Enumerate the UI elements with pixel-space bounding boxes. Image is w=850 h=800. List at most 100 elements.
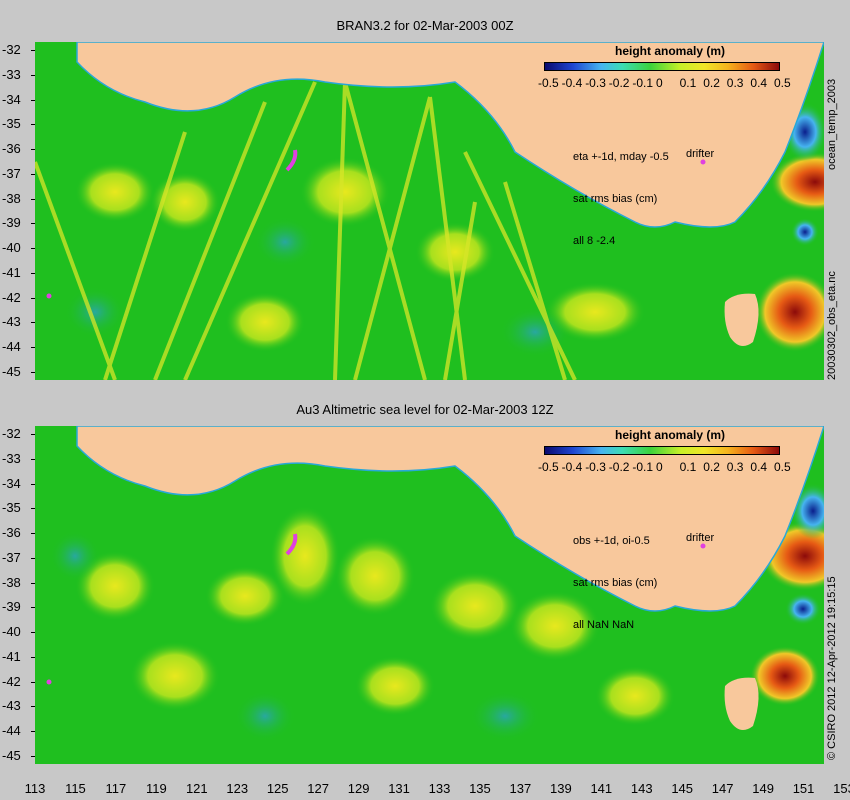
y-tick-label: -43 [2,698,21,714]
x-tick-label: 125 [266,781,289,796]
x-tick-label: 145 [671,781,694,796]
x-tick-label: 133 [428,781,451,796]
y-tick [31,99,35,101]
colorbar-tick-label: 0.3 [726,76,744,90]
y-tick [31,272,35,274]
panel1-info-line1: eta +-1d, mday -0.5 [573,151,669,163]
y-tick [31,372,35,373]
y-tick-label: -39 [2,599,21,615]
y-tick-label: -32 [2,42,21,57]
colorbar-tick-label: 0.1 [679,76,697,90]
y-tick-label: -42 [2,289,21,305]
x-tick-label: 137 [509,781,532,796]
y-tick [31,607,35,609]
panel2-info-line1: obs +-1d, oi-0.5 [573,535,650,547]
y-tick [31,533,35,535]
drifter-marker [46,293,52,299]
y-tick-label: -38 [2,190,21,206]
panel1-info-line2: sat rms bias (cm) [573,193,658,205]
y-tick [31,297,35,299]
y-tick [31,223,35,225]
panel2-title: Au3 Altimetric sea level for 02-Mar-2003… [296,402,554,417]
colorbar-tick-label: -0.3 [585,76,606,90]
anomaly-blobs [50,483,824,741]
drifter-track [285,533,298,556]
panel2-info: obs +-1d, oi-0.5 sat rms bias (cm) all N… [573,506,657,646]
y-tick-label: -35 [2,116,21,132]
colorbar-tick-label: 0.4 [750,460,768,474]
y-tick-label: -36 [2,141,21,157]
y-tick-label: -37 [2,549,21,565]
x-tick-label: 129 [347,781,370,796]
colorbar-tick-label: 0.3 [726,460,744,474]
y-tick-label: -43 [2,314,21,330]
colorbar-tick-label: -0.3 [585,460,606,474]
panel2-drifter-label: drifter [686,532,715,544]
x-tick-label: 149 [752,781,774,796]
satellite-tracks [35,81,577,380]
colorbar-tick-label: 0.5 [774,76,791,90]
y-tick [31,731,35,733]
y-tick-label: -40 [2,624,21,640]
panel2-colorbar [544,446,780,455]
y-tick [31,50,35,51]
x-tick-label: 139 [549,781,572,796]
land-tasmania [724,293,759,346]
y-tick-label: -45 [2,748,21,763]
x-tick-label: 113 [24,781,46,796]
y-tick [31,582,35,584]
y-tick-label: -34 [2,91,21,107]
y-tick [31,656,35,658]
colorbar-tick-label: -0.4 [561,460,583,474]
colorbar-tick-label: 0.2 [703,76,720,90]
x-tick-label: 153 [833,781,850,796]
x-tick-label: 147 [711,781,734,796]
y-tick-label: -45 [2,364,21,379]
x-tick-label: 143 [630,781,653,796]
drifter-track [285,149,298,172]
colorbar-tick-label: -0.2 [608,76,630,90]
x-tick-label: 123 [226,781,249,796]
y-tick [31,149,35,151]
panel2-legend-title: height anomaly (m) [614,428,725,442]
colorbar-tick-label: -0.1 [632,460,654,474]
colorbar-tick-label: 0.5 [774,460,791,474]
y-tick [31,483,35,485]
panel1-title: BRAN3.2 for 02-Mar-2003 00Z [336,18,514,33]
y-tick-label: -42 [2,673,21,689]
y-tick-label: -37 [2,165,21,181]
x-tick-label: 131 [388,781,410,796]
panel1-side-text-top: ocean_temp_2003 [826,78,838,170]
x-tick-label: 151 [792,781,815,796]
anomaly-blobs [65,102,824,357]
land-tasmania [724,677,759,730]
x-tick-label: 119 [145,781,167,796]
y-tick [31,434,35,435]
y-tick [31,756,35,757]
y-tick-label: -34 [2,475,21,491]
panel1-drifter-label: drifter [686,148,715,160]
drifter-marker [46,679,52,685]
panel1-info-line3: all 8 -2.4 [573,235,616,247]
y-tick-label: -41 [2,264,21,280]
colorbar-tick-label: 0.2 [703,460,720,474]
y-tick-label: -36 [2,525,21,541]
y-tick-label: -44 [2,339,21,355]
y-tick [31,458,35,460]
x-tick-label: 115 [65,781,86,796]
colorbar-tick-label: -0.2 [608,460,630,474]
x-tick-label: 127 [307,781,329,796]
y-tick [31,681,35,683]
x-tick-label: 121 [185,781,208,796]
panel1-side-text: 20030302_obs_eta.nc [826,271,838,380]
colorbar-tick-label: 0 [656,460,663,474]
y-tick [31,322,35,324]
panel1-legend-title: height anomaly (m) [614,44,725,58]
drifter-legend-marker [700,543,706,549]
y-tick-label: -33 [2,66,21,82]
y-tick-label: -32 [2,426,21,441]
y-tick-label: -44 [2,723,21,739]
y-tick-label: -38 [2,574,21,590]
x-tick-label: 141 [590,781,613,796]
colorbar-tick-label: 0.4 [750,76,768,90]
